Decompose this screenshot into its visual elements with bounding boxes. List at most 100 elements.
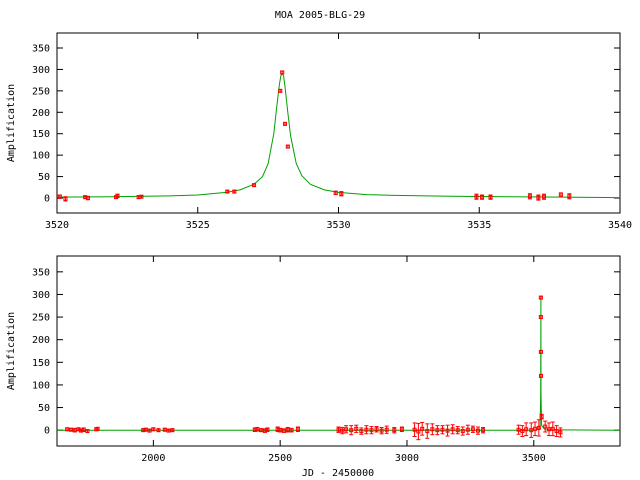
data-point xyxy=(480,194,485,200)
data-point xyxy=(147,428,152,433)
data-point xyxy=(364,425,369,435)
data-point xyxy=(488,194,493,200)
y-tick-label: 200 xyxy=(32,108,50,119)
data-point xyxy=(336,426,341,433)
data-point xyxy=(85,429,90,434)
data-point xyxy=(57,194,62,199)
x-tick-group: 3520 3525 3530 3535 3540 xyxy=(45,33,632,231)
y-tick-label: 100 xyxy=(32,151,50,162)
data-point xyxy=(285,144,290,149)
data-point xyxy=(541,193,546,200)
data-point xyxy=(151,427,156,432)
x-tick-label: 2000 xyxy=(141,453,165,464)
data-point xyxy=(225,189,230,194)
data-point xyxy=(278,88,283,93)
data-point xyxy=(143,427,148,432)
data-point xyxy=(474,193,479,200)
data-point xyxy=(558,192,563,197)
data-point xyxy=(349,425,354,436)
data-point xyxy=(333,190,338,196)
y-tick-label: 50 xyxy=(38,403,50,414)
data-point xyxy=(420,421,425,436)
data-point xyxy=(539,413,544,420)
data-point xyxy=(435,425,440,436)
data-point xyxy=(166,428,171,433)
data-point xyxy=(516,424,521,435)
x-tick-label: 3530 xyxy=(326,220,350,231)
data-point xyxy=(392,426,397,434)
y-tick-label: 50 xyxy=(38,172,50,183)
data-point xyxy=(567,193,572,200)
data-point xyxy=(232,189,237,194)
data-point xyxy=(470,425,475,433)
data-point xyxy=(280,70,285,75)
y-tick-label: 200 xyxy=(32,335,50,346)
data-point xyxy=(543,420,548,433)
data-point xyxy=(412,422,417,437)
data-point xyxy=(416,422,421,441)
data-point xyxy=(162,427,167,432)
data-point xyxy=(72,427,77,433)
series-layer xyxy=(56,70,621,202)
x-tick-label: 3540 xyxy=(608,220,632,231)
data-point xyxy=(546,422,551,437)
data-point xyxy=(520,425,525,437)
data-point xyxy=(115,193,120,199)
data-point xyxy=(558,427,563,438)
plot-frame xyxy=(56,255,621,447)
data-point xyxy=(81,427,86,433)
data-point xyxy=(533,421,538,437)
y-tick-label: 0 xyxy=(44,194,50,205)
data-point xyxy=(359,427,364,435)
data-point xyxy=(554,425,559,437)
x-tick-label: 3000 xyxy=(395,453,419,464)
data-point xyxy=(465,424,470,435)
data-point xyxy=(339,191,344,197)
data-point xyxy=(344,425,349,434)
y-tick-label: 100 xyxy=(32,380,50,391)
x-tick-label: 3500 xyxy=(522,453,546,464)
data-point xyxy=(369,426,374,435)
y-tick-label: 250 xyxy=(32,313,50,324)
model-curve xyxy=(56,72,621,199)
data-point xyxy=(65,427,70,432)
data-point xyxy=(450,424,455,435)
y-tick-group: 0 50 100 150 200 250 300 350 xyxy=(32,267,620,437)
data-point xyxy=(384,425,389,434)
data-point xyxy=(295,426,300,433)
chart-title: MOA 2005-BLG-29 xyxy=(275,10,365,21)
y-tick-label: 150 xyxy=(32,129,50,140)
data-point xyxy=(536,194,541,201)
y-axis-label: Amplification xyxy=(6,84,17,162)
data-point xyxy=(354,424,359,433)
data-point xyxy=(95,426,100,431)
data-point xyxy=(460,426,465,436)
x-tick-label: 2500 xyxy=(268,453,292,464)
x-tick-group: 2000 2500 3000 3500 xyxy=(141,256,546,464)
plot-frame xyxy=(56,32,621,214)
data-point xyxy=(538,373,543,378)
data-point xyxy=(255,426,260,432)
data-point xyxy=(265,427,270,433)
x-axis-label: JD - 2450000 xyxy=(302,468,374,479)
data-point xyxy=(170,428,175,433)
data-point xyxy=(538,315,543,320)
y-tick-label: 350 xyxy=(32,267,50,278)
data-point xyxy=(156,428,161,433)
data-point xyxy=(536,419,541,437)
data-point xyxy=(524,422,529,437)
data-point xyxy=(399,426,404,433)
y-axis-label: Amplification xyxy=(6,312,17,390)
x-tick-label: 3520 xyxy=(45,220,69,231)
data-point xyxy=(340,426,345,435)
data-point xyxy=(445,424,450,437)
y-tick-group: 0 50 100 150 200 250 300 350 xyxy=(32,44,620,205)
data-point xyxy=(538,349,543,354)
x-tick-label: 3535 xyxy=(467,220,491,231)
data-point xyxy=(139,194,144,199)
data-point xyxy=(252,183,257,188)
data-point xyxy=(538,295,543,300)
series-layer xyxy=(57,295,621,441)
